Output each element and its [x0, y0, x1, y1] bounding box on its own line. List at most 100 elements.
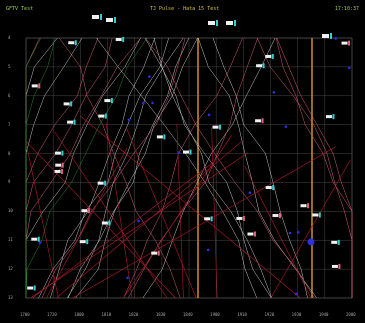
- y-axis-label: 7: [8, 121, 11, 127]
- train-badge: [104, 99, 111, 103]
- train-badge-flag: [110, 98, 113, 104]
- train-badge: [79, 240, 86, 244]
- train-badge-flag: [61, 162, 64, 168]
- train-badge-flag: [189, 149, 192, 155]
- left-status-label: GFTV Test: [6, 6, 34, 12]
- train-badge: [97, 181, 104, 185]
- train-path-pink: [128, 37, 258, 299]
- train-badge: [312, 213, 319, 217]
- train-path-green: [25, 37, 56, 298]
- station-dot: [296, 230, 300, 234]
- x-tick-label: 1700: [20, 312, 30, 317]
- y-axis-label: 6: [8, 92, 11, 98]
- train-badge-flag: [318, 212, 321, 218]
- train-path-red: [72, 146, 336, 299]
- x-tick-label: 2000: [346, 312, 356, 317]
- train-badge: [341, 41, 348, 45]
- station-dot: [207, 113, 211, 117]
- x-tick-label: 1910: [237, 312, 247, 317]
- station-dot: [284, 125, 288, 129]
- train-path-gray: [144, 37, 272, 299]
- train-path-red: [56, 141, 242, 299]
- train-path-pink: [145, 37, 315, 299]
- train-badge-flag: [348, 40, 351, 46]
- train-badge-flag: [261, 118, 264, 124]
- train-path-gray: [25, 37, 83, 298]
- train-badge: [81, 209, 88, 213]
- x-tick-label: 1810: [101, 312, 112, 317]
- train-badge-flag: [104, 113, 107, 119]
- train-path-gray: [67, 37, 189, 299]
- train-path-pink: [257, 37, 353, 298]
- x-tick-label: 1920: [264, 312, 275, 317]
- train-path-gray: [66, 37, 184, 299]
- train-badge: [31, 237, 38, 241]
- x-tick-label: 1820: [128, 312, 139, 317]
- station-dot: [142, 101, 145, 105]
- x-tick-label: 1940: [318, 312, 329, 317]
- x-tick-label: 1800: [74, 312, 84, 317]
- train-badge-flag: [242, 215, 245, 221]
- station-dot: [151, 101, 154, 105]
- station-dot: [38, 241, 42, 245]
- station-dot: [347, 66, 351, 70]
- train-path-gray: [142, 37, 276, 299]
- train-path-red: [123, 135, 232, 299]
- train-badge-flag: [37, 236, 40, 242]
- train-badge: [255, 119, 262, 123]
- train-badge: [183, 150, 190, 154]
- header-badge-flag: [330, 33, 332, 39]
- train-badge: [31, 84, 38, 88]
- train-path-pink: [123, 37, 243, 299]
- window-title: TJ Pulse - Hata 15 Test: [150, 6, 220, 12]
- train-badge-flag: [33, 285, 36, 291]
- train-path-pink: [41, 37, 186, 299]
- train-badge: [247, 232, 254, 236]
- train-badge: [204, 217, 211, 221]
- station-dot: [288, 231, 292, 235]
- train-path-pink: [25, 37, 113, 298]
- train-badge-flag: [74, 40, 77, 46]
- train-badge: [300, 204, 307, 208]
- train-path-gray: [25, 37, 58, 298]
- train-badge-flag: [307, 203, 310, 209]
- train-badge-flag: [163, 134, 166, 140]
- train-badge: [156, 135, 163, 139]
- y-axis-label: 8: [8, 150, 11, 156]
- train-path-gray: [38, 37, 169, 299]
- train-badge: [331, 264, 338, 268]
- train-badge: [256, 64, 263, 68]
- y-axis-label: 9: [8, 179, 11, 185]
- train-badge: [54, 151, 61, 155]
- train-badge: [55, 163, 62, 167]
- header-badge-flag: [100, 14, 102, 20]
- y-axis-label: 10: [8, 208, 13, 214]
- header-badge: [208, 21, 215, 25]
- y-axis-label: 4: [8, 35, 11, 40]
- train-path-gray: [75, 37, 198, 299]
- header-badge: [106, 18, 113, 22]
- header-badge: [226, 21, 233, 25]
- train-badge: [27, 286, 34, 290]
- train-badge: [101, 221, 108, 225]
- y-axis-label: 11: [8, 237, 13, 243]
- header-badge: [322, 34, 329, 38]
- train-path-pink: [275, 37, 353, 298]
- train-badge: [272, 214, 279, 218]
- train-path-red: [244, 165, 312, 299]
- train-badge-flag: [104, 180, 107, 186]
- train-badge-flag: [253, 231, 256, 237]
- station-dot: [272, 90, 276, 94]
- train-path-red: [211, 127, 218, 299]
- x-tick-label: 1840: [183, 312, 193, 317]
- train-path-red: [30, 152, 249, 299]
- station-dot: [177, 151, 181, 154]
- train-path-gray: [50, 37, 156, 299]
- train-path-pink: [25, 37, 40, 298]
- header-badge-flag: [216, 20, 218, 26]
- train-badge-flag: [86, 239, 89, 245]
- header-badge: [92, 15, 99, 19]
- train-badge-flag: [87, 208, 90, 214]
- x-tick-label: 1900: [210, 312, 220, 317]
